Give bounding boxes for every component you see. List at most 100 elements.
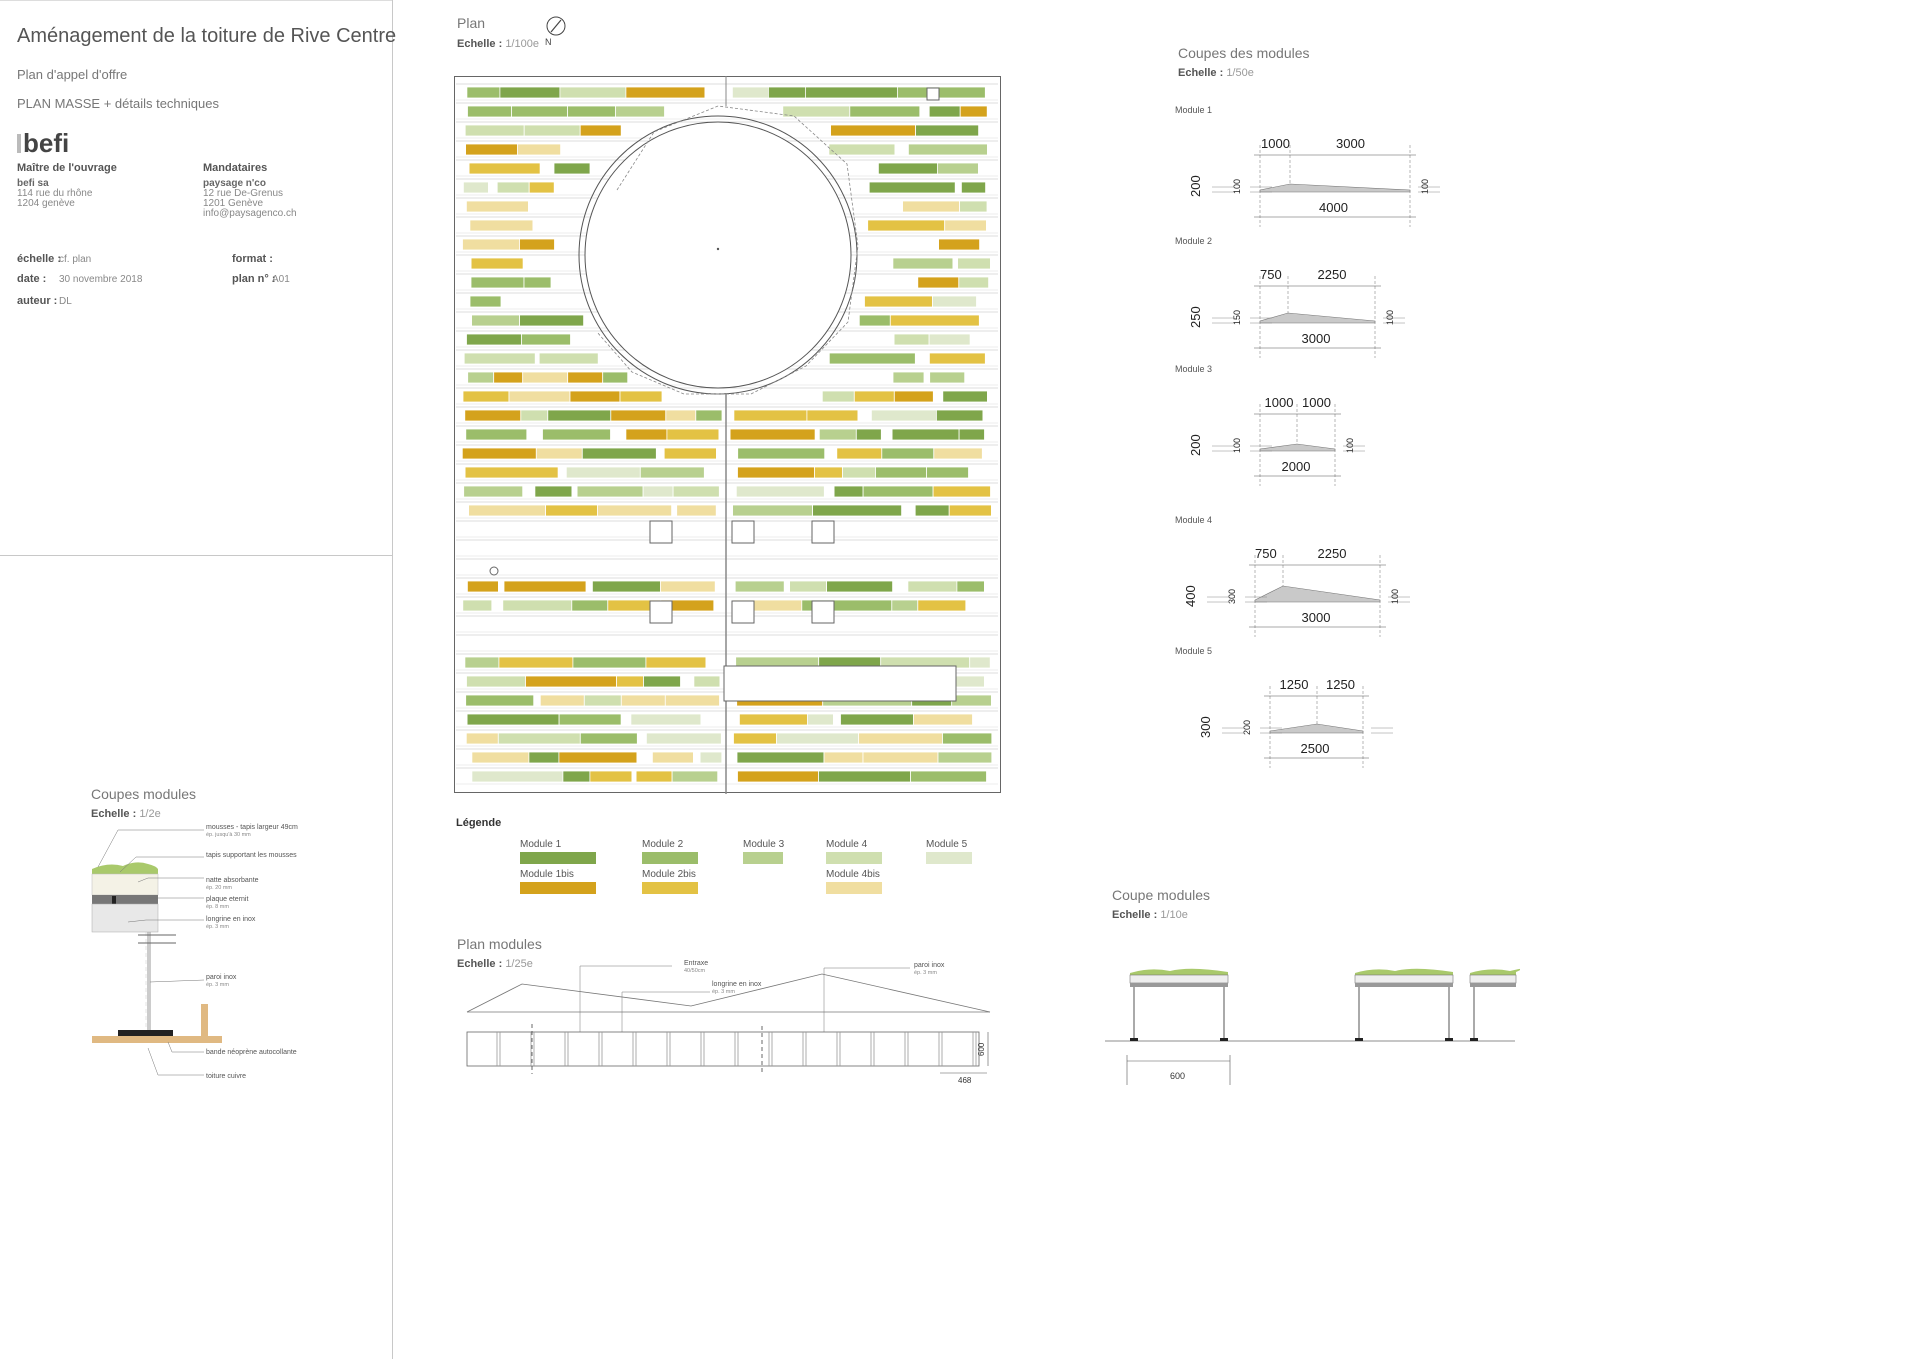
module-strip [676, 504, 717, 517]
dim-height: 400 [1183, 585, 1198, 607]
module-strip [466, 580, 499, 593]
module-strip [466, 713, 560, 726]
module-strip [517, 143, 561, 156]
module-strip [562, 770, 591, 783]
absorbent-mat [91, 873, 159, 896]
legend-item: Module 1 [520, 839, 596, 864]
module-section-name: Module 5 [1175, 646, 1213, 656]
module-strip [826, 580, 894, 593]
module-body [91, 903, 159, 933]
module-strip [959, 105, 988, 118]
module-strip [567, 105, 616, 118]
module-strip [666, 428, 720, 441]
module-strip [579, 124, 622, 137]
module-strip [733, 409, 808, 422]
module-strip [542, 428, 611, 441]
svg-text:40/50cm: 40/50cm [684, 968, 706, 974]
module-profile [1259, 312, 1376, 324]
client-label: Maître de l'ouvrage [17, 162, 117, 174]
module-strip [776, 732, 859, 745]
module-section-drawing: 750 2250 3000 400 300 100 [1183, 546, 1410, 637]
module-strip [468, 162, 541, 175]
module-strip [806, 409, 859, 422]
plan-modules-width-dim: 468 [958, 1076, 972, 1085]
legend-item-label: Module 2 [642, 839, 684, 850]
module-strip [926, 466, 969, 479]
module-strip [951, 694, 992, 707]
module-strip [508, 390, 571, 403]
legend-item: Module 2 [642, 839, 698, 864]
module-strip [519, 238, 555, 251]
module-strip [468, 504, 547, 517]
module-strip [917, 599, 967, 612]
module-strip [519, 314, 584, 327]
module-strip [558, 713, 622, 726]
module-strip [467, 371, 495, 384]
module-strip [466, 86, 501, 99]
dim-right: 3000 [1336, 136, 1365, 151]
dim-left: 1250 [1280, 677, 1309, 692]
module-strip [928, 333, 971, 346]
module-strip [729, 428, 816, 441]
module-strip [910, 770, 987, 783]
module-section: Module 2 750 2250 3000 250 150 100 [1175, 236, 1465, 366]
module-strip [558, 751, 638, 764]
legend-item-label: Module 4 [826, 839, 868, 850]
format-label: format : [232, 253, 273, 265]
module-strip [858, 314, 891, 327]
module-strip [466, 675, 526, 688]
dim-total: 2500 [1301, 741, 1330, 756]
module-strip [602, 371, 629, 384]
module-strip [891, 599, 919, 612]
module-strip [471, 751, 530, 764]
module-strip [465, 694, 535, 707]
module-strip [864, 295, 933, 308]
dim-right: 1000 [1302, 395, 1331, 410]
legend-swatch [826, 852, 882, 864]
module-strip [959, 200, 988, 213]
module-strip [737, 466, 815, 479]
module-strip [818, 770, 911, 783]
module-strip [534, 485, 573, 498]
module-strip [814, 466, 843, 479]
module-strip [737, 770, 819, 783]
module-strip [553, 162, 591, 175]
module-strip [663, 447, 717, 460]
module-strip [782, 105, 851, 118]
legend-item-label: Module 4bis [826, 869, 880, 880]
module-strip [643, 675, 681, 688]
module-strip [521, 333, 571, 346]
module-section-name: Module 3 [1175, 364, 1213, 374]
module-strip [870, 409, 937, 422]
module-strip [737, 447, 826, 460]
module-section: Module 3 1000 1000 2000 200 100 100 [1175, 364, 1465, 494]
module-strip [462, 390, 510, 403]
roof-plan-drawing [454, 76, 1001, 794]
module-strip [511, 105, 568, 118]
module-strip [896, 86, 986, 99]
dim-h-right: 100 [1345, 438, 1355, 453]
plan-modules-scale: Echelle : 1/25e [457, 958, 533, 970]
client-address: befi sa 114 rue du rhône 1204 genève [17, 178, 93, 209]
module-strip [665, 409, 697, 422]
module-strip [572, 656, 647, 669]
module-strip [672, 485, 720, 498]
frame-title-block-bottom [0, 555, 392, 556]
module-strip [635, 770, 673, 783]
module-strip [867, 219, 946, 232]
module-strip [470, 257, 524, 270]
legend-item: Module 1bis [520, 869, 596, 894]
module-strip [465, 143, 519, 156]
module-strip [915, 124, 980, 137]
module-strip [664, 694, 720, 707]
module-strip [469, 219, 534, 232]
module-strip [935, 409, 984, 422]
central-skylight [578, 105, 859, 395]
module-strip [567, 371, 604, 384]
agents-address: paysage n'co 12 rue De-Grenus 1201 Genèv… [203, 178, 297, 219]
coupe-modules-title: Coupe modules [1112, 887, 1211, 903]
legend-item: Module 3 [743, 839, 784, 864]
module-strip [823, 751, 864, 764]
coupe-modules-drawing: 600 [1105, 968, 1520, 1085]
dim-height: 200 [1188, 175, 1203, 197]
